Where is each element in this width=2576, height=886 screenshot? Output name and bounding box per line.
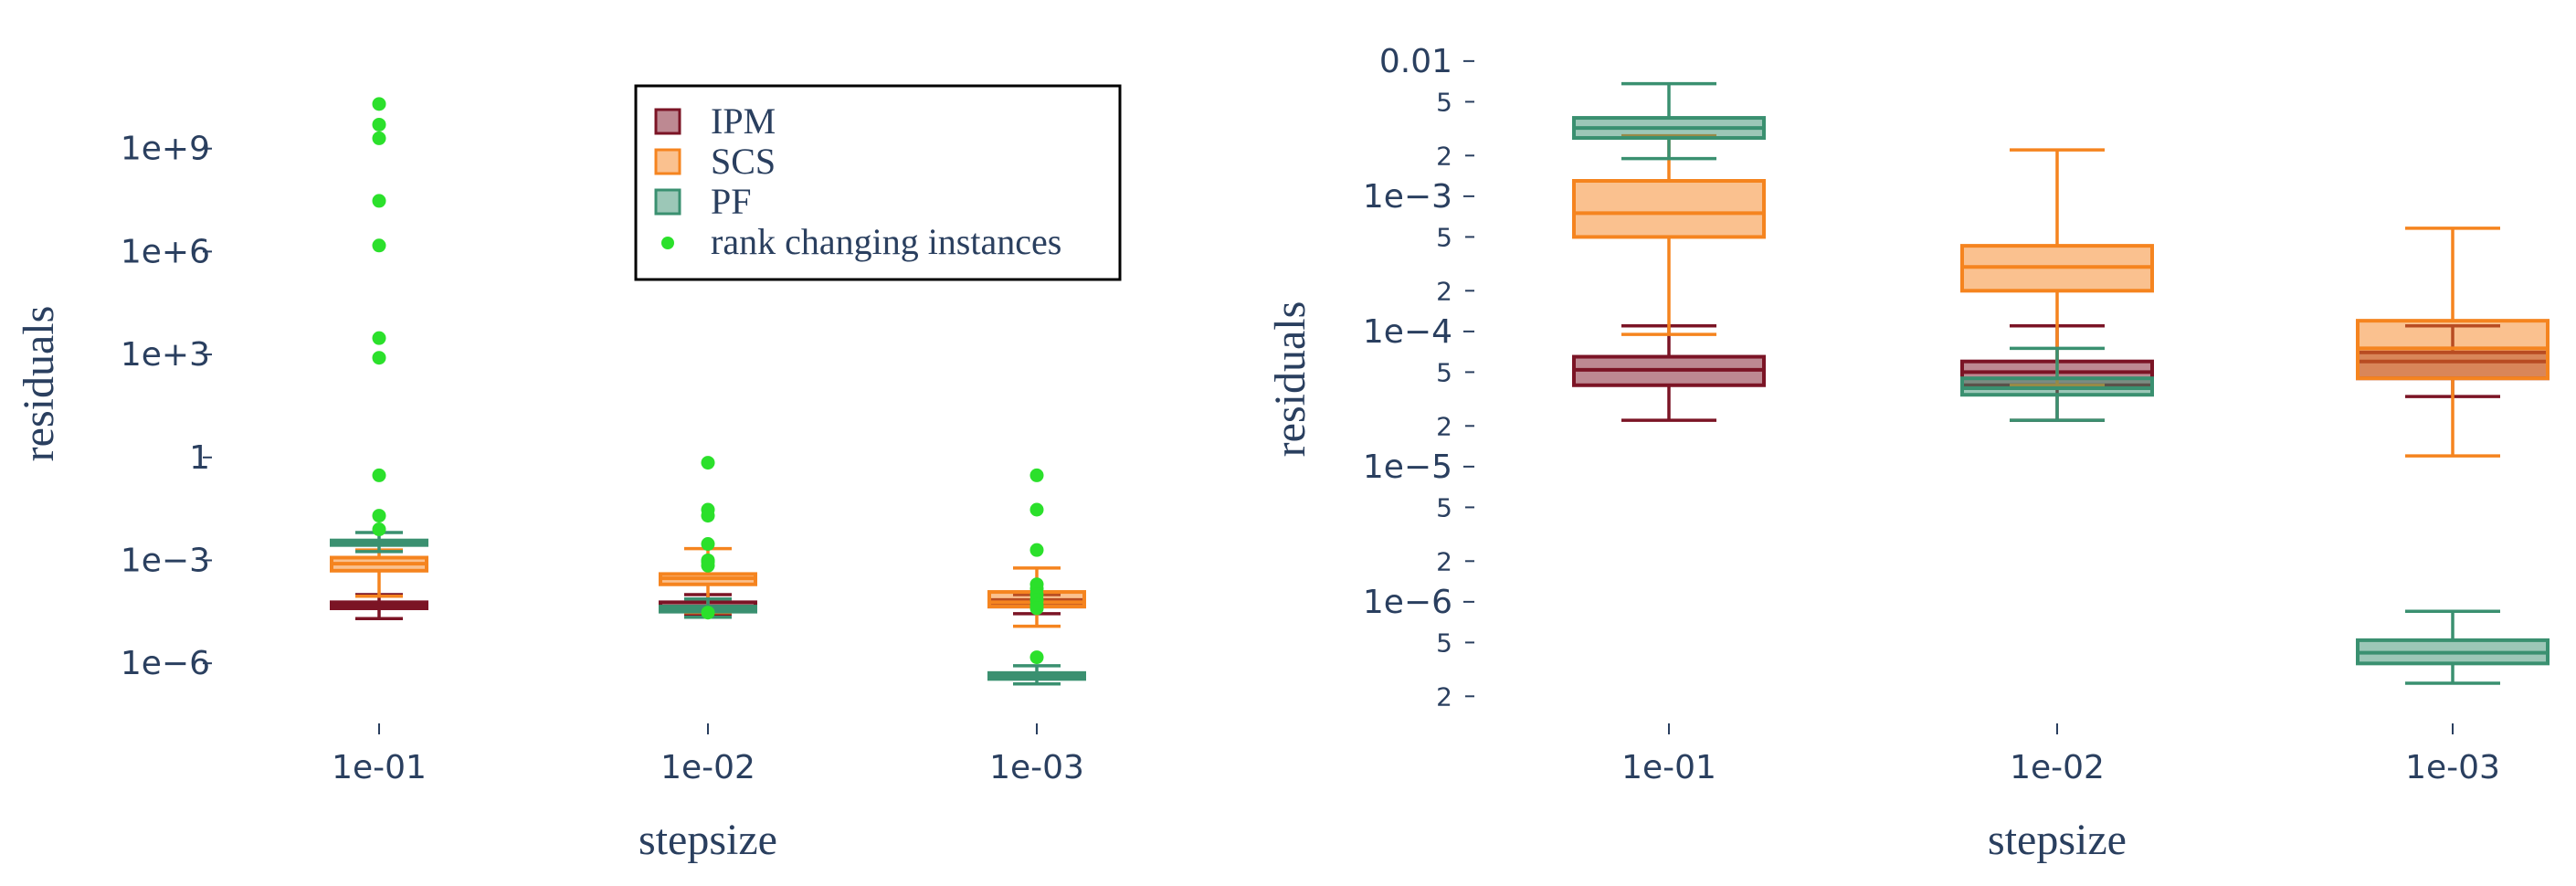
left-x-axis-ticks: 1e-01 1e-02 1e-03	[332, 723, 1084, 786]
legend-label-pf: PF	[711, 181, 752, 222]
rank-changing-point	[701, 558, 715, 573]
right-box-scs-1e-01	[1572, 133, 1766, 336]
left-box-scs-1e-01	[330, 548, 428, 598]
right-y-minor-tick-label: 5	[1436, 357, 1452, 387]
right-y-minor-tick-label: 2	[1436, 411, 1452, 441]
right-x-axis-title: stepsize	[1988, 816, 2127, 864]
right-y-minor-tick-label: 5	[1436, 492, 1452, 522]
right-y-axis-title: residuals	[1266, 301, 1314, 458]
right-x-tick-label: 1e-02	[2010, 749, 2105, 786]
left-x-tick-label: 1e-01	[332, 749, 427, 786]
left-y-tick-label: 1e+3	[121, 336, 210, 374]
left-y-tick-label: 1e+6	[121, 233, 210, 270]
left-box-pf-1e-03	[987, 664, 1086, 686]
left-box-pf-1e-01	[330, 531, 428, 554]
rank-changing-point	[1029, 650, 1044, 665]
right-y-minor-tick-label: 5	[1436, 87, 1452, 117]
left-y-tick-label: 1e+9	[121, 131, 210, 168]
legend-label-ipm: IPM	[711, 100, 776, 142]
rank-changing-point	[1029, 468, 1044, 482]
rank-changing-point	[372, 238, 386, 253]
right-y-tick-label: 1e−6	[1363, 584, 1452, 621]
rank-changing-point	[372, 351, 386, 365]
rank-changing-point	[372, 117, 386, 132]
right-y-tick-label: 1e−3	[1363, 178, 1452, 216]
right-y-tick-label: 1e−5	[1363, 448, 1452, 486]
left-y-tick-label: 1	[189, 439, 210, 477]
box-iqr	[1572, 179, 1766, 239]
left-y-axis-title: residuals	[15, 306, 63, 462]
right-y-minor-tick-label: 5	[1436, 222, 1452, 252]
right-x-axis-ticks: 1e-01 1e-02 1e-03	[1621, 723, 2500, 786]
rank-changing-point	[372, 522, 386, 537]
rank-changing-point	[372, 331, 386, 345]
right-box-pf-1e-01	[1572, 81, 1766, 161]
rank-changing-point	[1029, 543, 1044, 557]
legend-swatch-ipm	[654, 108, 681, 135]
right-y-minor-tick-label: 5	[1436, 628, 1452, 658]
rank-changing-point	[372, 509, 386, 523]
right-box-plots	[1572, 81, 2550, 685]
legend-label-scs: SCS	[711, 141, 776, 182]
left-chart: 1e+9 1e+6 1e+3 1 1e−3 1e−6 1e-01 1e-02 1e-03 re…	[15, 84, 1122, 864]
rank-changing-point	[1029, 601, 1044, 616]
rank-changing-point	[701, 537, 715, 552]
rank-changing-point	[1029, 502, 1044, 517]
right-box-pf-1e-03	[2356, 609, 2550, 685]
left-y-tick-label: 1e−3	[121, 542, 210, 579]
right-y-tick-label: 0.01	[1379, 43, 1452, 80]
right-y-axis-ticks: 0.01 1e−3 1e−4 1e−5 1e−6 5 2 5 2 5 2 5 2 5 2	[1363, 43, 1474, 712]
rank-changing-point	[701, 456, 715, 470]
right-box-ipm-1e-01	[1572, 323, 1766, 422]
left-box-ipm-1e-01	[330, 593, 428, 621]
right-x-tick-label: 1e-01	[1621, 749, 1716, 786]
rank-changing-point	[372, 194, 386, 208]
rank-changing-point	[701, 509, 715, 523]
right-y-tick-label: 1e−4	[1363, 313, 1452, 351]
left-y-axis-ticks: 1e+9 1e+6 1e+3 1 1e−3 1e−6	[121, 131, 212, 682]
right-box-pf-1e-02	[1960, 346, 2154, 422]
left-x-tick-label: 1e-02	[660, 749, 755, 786]
left-x-tick-label: 1e-03	[989, 749, 1084, 786]
rank-changing-point	[701, 606, 715, 620]
rank-changing-point	[372, 468, 386, 482]
legend-swatch-scs	[654, 148, 681, 175]
legend: IPM SCS PF rank changing instances	[634, 84, 1122, 281]
rank-changing-point	[372, 97, 386, 111]
legend-marker-rank	[661, 237, 674, 249]
right-y-minor-tick-label: 2	[1436, 141, 1452, 171]
right-box-scs-1e-03	[2356, 227, 2550, 458]
right-y-minor-tick-label: 2	[1436, 276, 1452, 306]
legend-swatch-pf	[654, 188, 681, 216]
left-y-tick-label: 1e−6	[121, 645, 210, 682]
right-x-tick-label: 1e-03	[2405, 749, 2500, 786]
left-x-axis-title: stepsize	[639, 816, 777, 864]
right-y-minor-tick-label: 2	[1436, 546, 1452, 576]
legend-label-rank: rank changing instances	[711, 221, 1061, 262]
legend-frame	[634, 84, 1122, 281]
right-y-minor-tick-label: 2	[1436, 681, 1452, 712]
left-rank-changing-points	[372, 97, 1044, 665]
rank-changing-point	[372, 131, 386, 145]
